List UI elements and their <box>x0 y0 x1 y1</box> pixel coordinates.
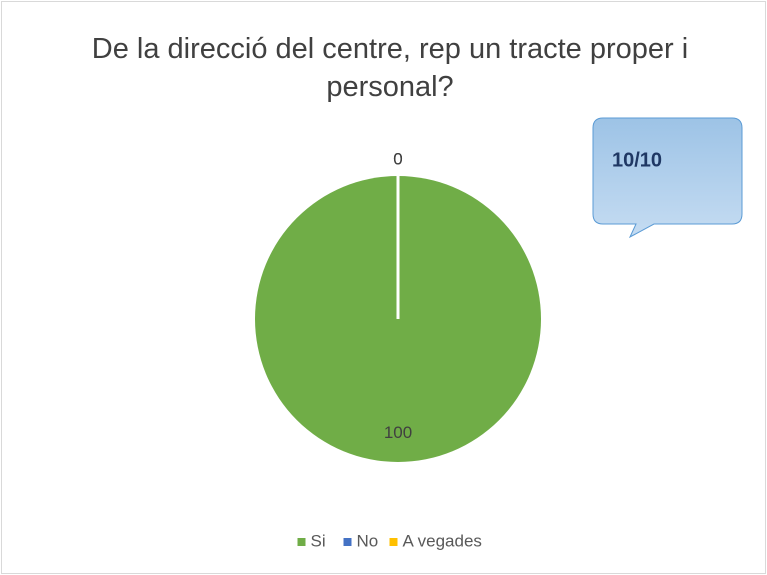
data-label: 0 <box>393 149 402 168</box>
legend-swatch <box>343 538 352 546</box>
legend-label: Si <box>311 531 326 550</box>
callout-text: 10/10 <box>612 149 662 171</box>
legend-label: A vegades <box>403 531 482 550</box>
legend-swatch <box>297 538 306 546</box>
legend-swatch <box>389 538 398 546</box>
legend-label: No <box>357 531 379 550</box>
data-label: 0 <box>393 149 402 168</box>
callout <box>592 117 743 239</box>
chart-title: De la direcció del centre, rep un tracte… <box>91 33 689 103</box>
data-label: 100 <box>384 423 412 442</box>
